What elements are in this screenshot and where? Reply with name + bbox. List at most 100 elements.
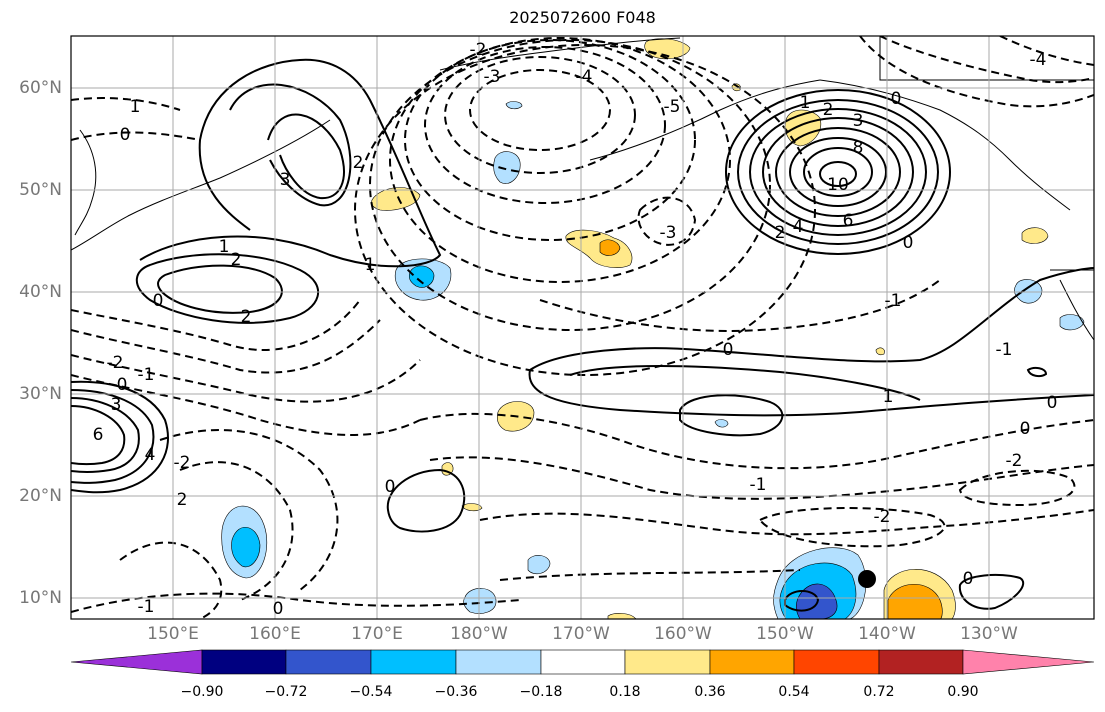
contour-label: -2 bbox=[1006, 451, 1023, 471]
contour-line bbox=[71, 405, 126, 466]
contour-line bbox=[725, 89, 951, 255]
colorbar-extend-low bbox=[70, 649, 203, 675]
colorbar-segment bbox=[540, 649, 626, 675]
contour-line bbox=[179, 461, 294, 601]
contour-line bbox=[762, 117, 914, 227]
colorbar-label: 0.72 bbox=[863, 684, 895, 700]
contour-label: 8 bbox=[853, 138, 864, 158]
contour-label: -4 bbox=[576, 67, 593, 87]
positive-anomaly-patch bbox=[731, 83, 741, 92]
positive-anomaly-patch bbox=[1021, 227, 1049, 244]
contour-line bbox=[389, 37, 731, 283]
contour-line bbox=[469, 69, 611, 151]
colorbar-label: −0.36 bbox=[434, 684, 478, 700]
contour-line bbox=[803, 147, 873, 197]
contour-line bbox=[749, 108, 927, 236]
contour-line bbox=[789, 137, 887, 207]
contour-line bbox=[267, 113, 345, 200]
negative-anomaly-patch bbox=[714, 419, 729, 428]
contour-labels: 1 0 3 2 -2 -3 -4 -5 1 2 3 8 10 6 4 2 0 -… bbox=[93, 40, 1058, 619]
contour-line bbox=[424, 46, 666, 204]
colorbar-label: −0.18 bbox=[519, 684, 563, 700]
contour-label: 3 bbox=[853, 111, 864, 131]
colorbar-segment bbox=[793, 649, 880, 675]
coastline bbox=[819, 79, 1071, 211]
colorbar-segment bbox=[878, 649, 964, 675]
positive-anomaly-patch bbox=[785, 109, 822, 147]
contour-line bbox=[958, 573, 1025, 610]
gridlines bbox=[71, 36, 1094, 619]
contour-label: -5 bbox=[664, 97, 681, 117]
contour-label: 1 bbox=[130, 97, 141, 117]
contour-line bbox=[229, 83, 352, 207]
colorbar-label: −0.54 bbox=[349, 684, 393, 700]
contour-line bbox=[159, 429, 339, 591]
colorbar-label: −0.90 bbox=[180, 684, 224, 700]
lon-label-160E: 160°E bbox=[249, 624, 301, 644]
contour-line bbox=[819, 161, 857, 187]
negative-anomaly-patch bbox=[1059, 314, 1085, 331]
dashed-contours bbox=[71, 36, 1094, 619]
contour-line bbox=[859, 36, 1094, 108]
contour-label: 0 bbox=[1020, 419, 1031, 439]
lon-label-170W: 170°W bbox=[552, 624, 610, 644]
positive-anomaly-patch bbox=[599, 239, 621, 256]
lat-label-30N: 30°N bbox=[19, 384, 62, 404]
positive-anomaly-patch bbox=[875, 347, 885, 356]
positive-anomaly-patch bbox=[461, 503, 483, 512]
contour-label: 6 bbox=[843, 211, 854, 231]
contour-line bbox=[369, 39, 771, 331]
colorbar-label: 0.18 bbox=[609, 684, 641, 700]
contour-label: -1 bbox=[138, 365, 155, 385]
contour-label: 1 bbox=[800, 93, 811, 113]
contour-line bbox=[354, 44, 816, 376]
contour-label: -2 bbox=[107, 353, 124, 373]
contour-label: 6 bbox=[93, 425, 104, 445]
contour-line bbox=[419, 412, 1094, 470]
coastline bbox=[879, 36, 1094, 81]
colorbar-label: 0.54 bbox=[778, 684, 810, 700]
positive-anomaly-patch bbox=[565, 229, 633, 268]
contour-line bbox=[479, 509, 1094, 536]
contour-line bbox=[784, 590, 820, 612]
lon-label-170E: 170°E bbox=[351, 624, 403, 644]
negative-anomaly-patch bbox=[527, 555, 551, 575]
contour-line bbox=[879, 36, 1094, 84]
contour-label: -1 bbox=[138, 597, 155, 617]
plot-title: 2025072600 F048 bbox=[509, 8, 656, 27]
contour-label: 0 bbox=[273, 599, 284, 619]
contour-label: 2 bbox=[823, 100, 834, 120]
contour-line bbox=[71, 299, 361, 351]
contour-label: 0 bbox=[153, 291, 164, 311]
colorbar-segment bbox=[285, 649, 372, 675]
lat-label-50N: 50°N bbox=[19, 180, 62, 200]
negative-anomaly-patch bbox=[463, 588, 497, 614]
contour-line bbox=[499, 569, 801, 581]
contour-label: 2 bbox=[241, 307, 252, 327]
negative-anomaly-patch bbox=[493, 151, 521, 184]
contour-label: 0 bbox=[117, 375, 128, 395]
contour-line bbox=[569, 365, 921, 401]
colorbar-label: 0.90 bbox=[947, 684, 979, 700]
contour-label: 2 bbox=[353, 153, 364, 173]
contour-line bbox=[444, 56, 636, 174]
contour-line bbox=[71, 131, 201, 141]
lon-label-150W: 150°W bbox=[756, 624, 814, 644]
contour-label: 4 bbox=[793, 217, 804, 237]
contour-line bbox=[386, 468, 466, 533]
contour-label: 2 bbox=[231, 250, 242, 270]
coastline bbox=[1059, 279, 1094, 341]
coastline bbox=[439, 37, 681, 71]
contour-line bbox=[135, 253, 320, 324]
colorbar-segment bbox=[201, 649, 287, 675]
colorbar-segment bbox=[455, 649, 542, 675]
lon-label-130W: 130°W bbox=[960, 624, 1018, 644]
contour-line bbox=[139, 58, 442, 268]
negative-anomaly-patch bbox=[231, 527, 261, 568]
contour-label: 0 bbox=[120, 125, 131, 145]
lat-label-20N: 20°N bbox=[19, 486, 62, 506]
coastline bbox=[74, 129, 97, 236]
contour-line bbox=[775, 127, 901, 217]
contour-line bbox=[679, 394, 784, 437]
contour-label: -3 bbox=[484, 67, 501, 87]
